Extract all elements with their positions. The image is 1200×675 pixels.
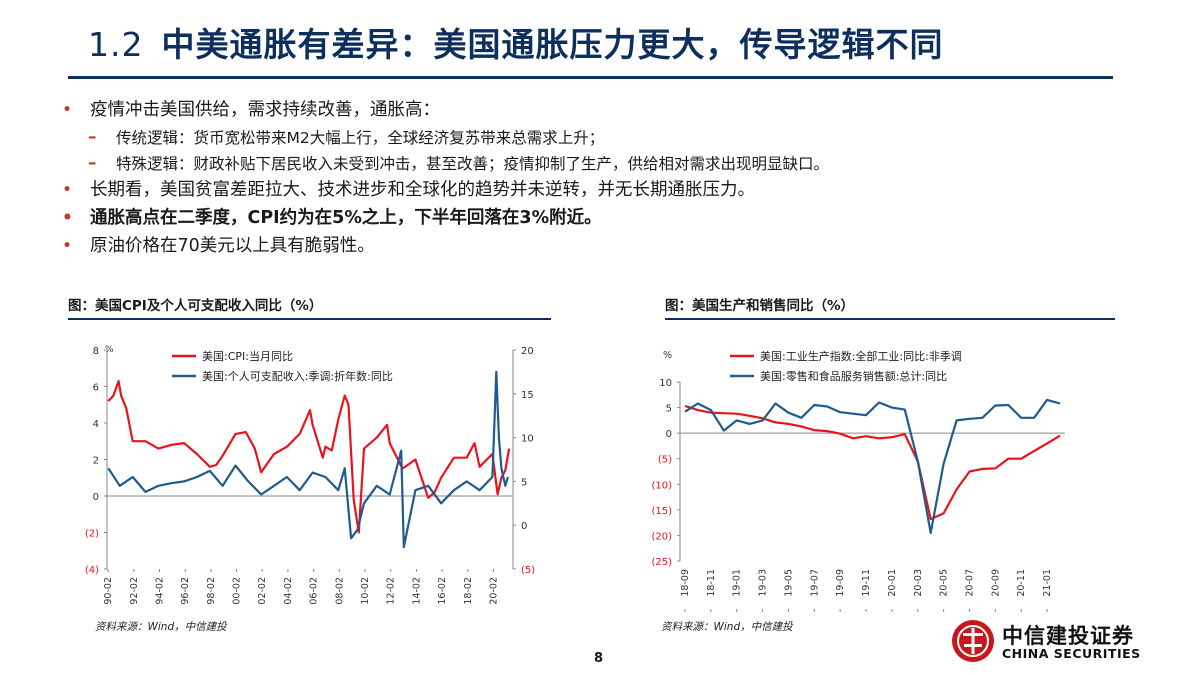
sub-bullet-item: – 传统逻辑：货币宽松带来M2大幅上行，全球经济复苏带来总需求上升；	[62, 127, 1122, 149]
industrial-production-line	[684, 404, 1061, 521]
x-tick-label: 20-09	[990, 569, 1001, 597]
x-tick-label: 92-02	[129, 577, 140, 605]
left-y-tick-label: 4	[93, 419, 99, 430]
legend-label: 美国:工业生产指数:全部工业:同比:非季调	[760, 349, 962, 363]
right-figure-title: 图：美国生产和销售同比（%）	[665, 298, 855, 314]
x-tick-label: 14-02	[411, 577, 422, 605]
left-y-tick-label: (4)	[85, 565, 99, 576]
x-tick-label: 04-02	[283, 577, 294, 605]
right-y-tick-label: (5)	[521, 565, 535, 576]
left-y-tick-label: 6	[93, 383, 99, 394]
cpi-series-line	[107, 379, 511, 534]
y-tick-label: (25)	[651, 557, 672, 568]
logo-text-cn: 中信建投证券	[1002, 624, 1134, 648]
x-tick-label: 98-02	[206, 577, 217, 605]
china-securities-logo-icon	[952, 620, 994, 662]
x-tick-label: 20-07	[964, 569, 975, 597]
dash-icon: –	[88, 153, 97, 173]
page-number: 8	[594, 651, 604, 666]
y-unit-label: %	[663, 350, 672, 361]
x-tick-label: 19-09	[835, 569, 846, 597]
bullet-text: 疫情冲击美国供给，需求持续改善，通胀高：	[90, 100, 440, 120]
right-y-tick-label: 5	[521, 477, 527, 488]
bullet-text: 通胀高点在二季度，CPI约为在5%之上，下半年回落在3%附近。	[90, 208, 602, 228]
legend-label: 美国:零售和食品服务销售额:总计:同比	[760, 369, 947, 383]
y-tick-label: (20)	[651, 531, 672, 542]
bullet-dot-icon: •	[62, 180, 73, 200]
right-source-note: 资料来源：Wind，中信建投	[661, 621, 793, 633]
left-y-unit-label: %	[105, 345, 114, 355]
x-tick-label: 19-03	[758, 569, 769, 597]
x-tick-label: 16-02	[437, 577, 448, 605]
x-tick-label: 18-09	[680, 569, 691, 597]
x-tick-label: 90-02	[103, 577, 114, 605]
y-tick-label: (15)	[651, 506, 672, 517]
y-tick-label: 10	[659, 378, 672, 389]
sub-bullet-item: – 特殊逻辑：财政补贴下居民收入未受到冲击，甚至改善；疫情抑制了生产，供给相对需求…	[62, 153, 1122, 175]
right-y-tick-label: 0	[521, 521, 527, 532]
x-tick-label: 18-11	[706, 569, 717, 597]
x-tick-label: 06-02	[309, 577, 320, 605]
company-logo: 中信建投证券 CHINA SECURITIES	[950, 618, 1150, 666]
x-tick-label: 96-02	[180, 577, 191, 605]
x-tick-label: 02-02	[257, 577, 268, 605]
bullet-list: • 疫情冲击美国供给，需求持续改善，通胀高： – 传统逻辑：货币宽松带来M2大幅上行…	[62, 100, 1122, 264]
right-y-tick-label: 10	[521, 434, 534, 445]
bullet-text: 传统逻辑：货币宽松带来M2大幅上行，全球经济复苏带来总需求上升；	[116, 129, 605, 147]
x-tick-label: 19-11	[861, 569, 872, 597]
x-tick-label: 19-07	[809, 569, 820, 597]
y-tick-label: 0	[666, 429, 672, 440]
bullet-item: • 长期看，美国贫富差距拉大、技术进步和全球化的趋势并未逆转，并无长期通胀压力。	[62, 180, 1122, 201]
x-tick-label: 08-02	[334, 577, 345, 605]
left-figure-title: 图：美国CPI及个人可支配收入同比（%）	[68, 298, 323, 314]
bullet-dot-icon: •	[62, 100, 73, 120]
x-tick-label: 19-01	[732, 569, 743, 597]
bullet-item: • 原油价格在70美元以上具有脆弱性。	[62, 236, 1122, 257]
y-tick-label: (5)	[658, 455, 672, 466]
right-y-tick-label: 15	[521, 390, 534, 401]
x-tick-label: 19-05	[783, 569, 794, 597]
x-tick-label: 21-01	[1042, 569, 1053, 597]
retail-sales-line	[684, 398, 1061, 534]
x-tick-label: 20-11	[1016, 569, 1027, 597]
logo-text-en: CHINA SECURITIES	[1002, 646, 1141, 661]
x-tick-label: 18-02	[463, 577, 474, 605]
production-sales-chart: % 10 5 0 (5) (10) (15) (20) (25) 18-09 18-11 19-01 1…	[651, 349, 1065, 612]
left-source-note: 资料来源：Wind，中信建投	[95, 621, 227, 633]
left-y-tick-label: 2	[93, 456, 99, 467]
income-series-line	[107, 370, 509, 549]
y-tick-label: (10)	[651, 480, 672, 491]
bullet-dot-icon: •	[62, 208, 73, 228]
x-tick-label: 20-02	[489, 577, 500, 605]
left-y-tick-label: (2)	[85, 529, 99, 540]
left-figure-divider	[68, 318, 551, 320]
legend-label: 美国:CPI:当月同比	[202, 349, 293, 363]
x-tick-label: 20-05	[939, 569, 950, 597]
dash-icon: –	[88, 127, 97, 147]
legend-label: 美国:个人可支配收入:季调:折年数:同比	[202, 369, 393, 383]
title-divider	[68, 76, 1113, 79]
bullet-dot-icon: •	[62, 236, 73, 256]
bullet-item: • 疫情冲击美国供给，需求持续改善，通胀高：	[62, 100, 1122, 121]
x-tick-label: 20-03	[913, 569, 924, 597]
x-tick-label: 10-02	[360, 577, 371, 605]
left-y-tick-label: 0	[93, 492, 99, 503]
x-tick-label: 94-02	[154, 577, 165, 605]
title-text: 中美通胀有差异：美国通胀压力更大，传导逻辑不同	[161, 25, 944, 64]
section-number: 1.2	[88, 25, 144, 64]
x-tick-label: 20-01	[887, 569, 898, 597]
bullet-item: • 通胀高点在二季度，CPI约为在5%之上，下半年回落在3%附近。	[62, 208, 1122, 229]
page-title: 1.2 中美通胀有差异：美国通胀压力更大，传导逻辑不同	[88, 18, 943, 66]
right-figure-divider	[665, 318, 1115, 320]
x-tick-label: 00-02	[232, 577, 243, 605]
x-tick-label: 12-02	[386, 577, 397, 605]
left-y-tick-label: 8	[93, 346, 99, 357]
bullet-text: 原油价格在70美元以上具有脆弱性。	[90, 236, 375, 256]
y-tick-label: 5	[666, 404, 672, 415]
bullet-text: 长期看，美国贫富差距拉大、技术进步和全球化的趋势并未逆转，并无长期通胀压力。	[90, 180, 755, 200]
right-y-tick-label: 20	[521, 346, 534, 357]
bullet-text: 特殊逻辑：财政补贴下居民收入未受到冲击，甚至改善；疫情抑制了生产，供给相对需求出…	[116, 155, 830, 173]
